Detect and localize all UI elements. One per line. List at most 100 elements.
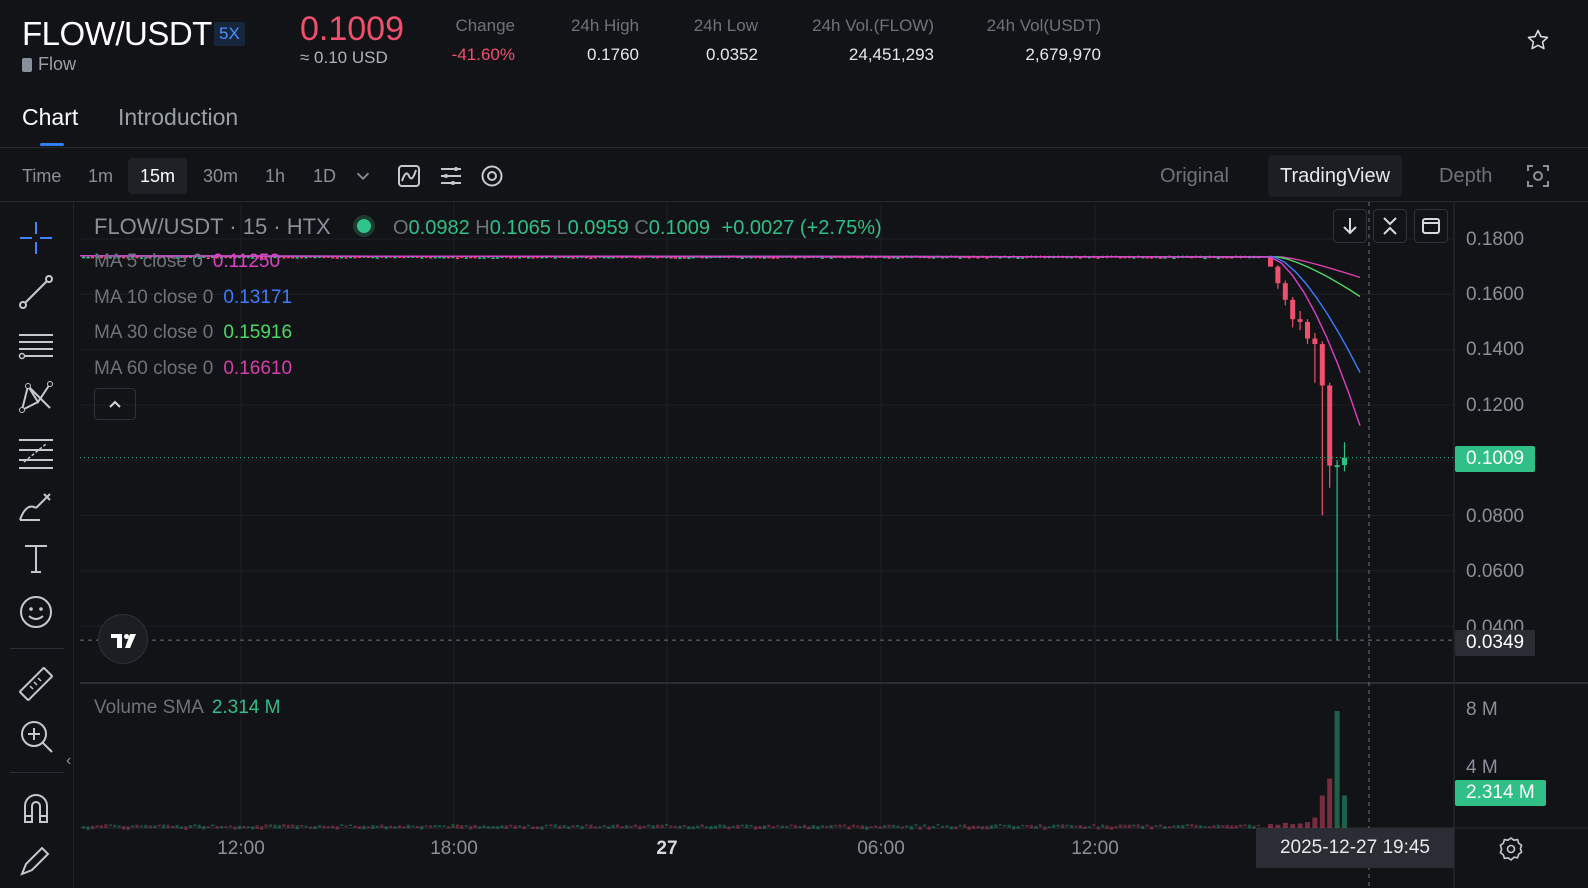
- volume-bar: [883, 825, 887, 828]
- volume-bar: [1109, 826, 1114, 830]
- collapse-tools-icon[interactable]: ‹: [66, 752, 72, 769]
- indicators-icon[interactable]: [438, 163, 464, 189]
- timeframe-15m[interactable]: 15m: [128, 158, 188, 194]
- trend-line-icon[interactable]: [16, 272, 56, 312]
- volume-bar: [682, 824, 686, 827]
- candle-body: [1312, 338, 1318, 345]
- pencil-lock-icon[interactable]: [16, 840, 56, 880]
- text-icon[interactable]: [16, 538, 56, 578]
- candle-body: [1290, 299, 1296, 320]
- volume-bar: [1290, 824, 1296, 828]
- volume-bar: [148, 825, 152, 829]
- active-tab-indicator: [40, 143, 64, 146]
- volume-bar: [900, 826, 904, 829]
- candle-body: [153, 256, 157, 258]
- candle-body: [117, 256, 121, 258]
- volume-bar: [1065, 824, 1069, 827]
- ma10-line: [80, 255, 1361, 373]
- view-tradingview[interactable]: TradingView: [1268, 155, 1403, 197]
- volume-bar: [1203, 826, 1207, 828]
- pair-title[interactable]: FLOW/USDT: [22, 15, 212, 52]
- volume-bar: [980, 826, 985, 830]
- volume-bar: [486, 826, 491, 829]
- chart-settings-icon[interactable]: [479, 163, 505, 189]
- candle-body: [108, 257, 112, 259]
- scroll-to-latest-button[interactable]: [1333, 209, 1367, 243]
- volume-bar: [749, 824, 753, 827]
- volume-bar: [1212, 825, 1216, 829]
- ruler-icon[interactable]: [16, 664, 56, 704]
- candle-body: [771, 257, 775, 259]
- volume-bar: [540, 826, 544, 830]
- candle-body: [567, 256, 571, 259]
- volume-bar: [371, 825, 375, 829]
- candle-body: [95, 256, 99, 259]
- screenshot-icon[interactable]: [1525, 163, 1551, 189]
- candle-body: [887, 257, 891, 259]
- legend-collapse-button[interactable]: [94, 388, 136, 420]
- high-label: H: [475, 217, 490, 239]
- zoom-in-icon[interactable]: [16, 716, 56, 756]
- volume-bar: [420, 825, 424, 830]
- candle-body: [251, 257, 255, 259]
- crosshair-icon[interactable]: [16, 218, 56, 258]
- magnet-icon[interactable]: [16, 788, 56, 828]
- fullscreen-button[interactable]: [1414, 209, 1448, 243]
- collapse-icon: [1383, 217, 1397, 235]
- chart-area[interactable]: [80, 202, 1588, 888]
- volume-bar: [669, 825, 673, 828]
- pattern-icon[interactable]: [16, 378, 56, 418]
- volume-bar: [776, 825, 780, 827]
- candle-body: [482, 257, 486, 259]
- star-outline-icon[interactable]: [1526, 28, 1550, 52]
- timeframe-1m[interactable]: 1m: [88, 166, 114, 186]
- time-tick: 12:00: [1071, 838, 1119, 859]
- candlestick-chart[interactable]: [80, 202, 1588, 888]
- candle-body: [86, 256, 90, 259]
- volume-bar: [1083, 826, 1087, 829]
- parallel-lines-icon[interactable]: [16, 326, 56, 366]
- volume-bar: [495, 826, 500, 829]
- tab-chart[interactable]: Chart: [22, 104, 79, 130]
- chevron-down-icon[interactable]: [352, 165, 374, 187]
- volume-bar: [353, 825, 357, 828]
- volume-bar: [246, 826, 250, 828]
- volume-bar: [616, 824, 620, 828]
- candle-body: [1342, 457, 1347, 466]
- timeframe-time[interactable]: Time: [22, 166, 62, 186]
- tradingview-logo[interactable]: [98, 614, 148, 664]
- view-depth[interactable]: Depth: [1439, 165, 1493, 187]
- volume-bar: [1342, 795, 1347, 828]
- volume-bar: [162, 824, 166, 829]
- view-original[interactable]: Original: [1160, 165, 1229, 187]
- candle-body: [593, 256, 597, 259]
- volume-bar: [90, 825, 95, 830]
- candle-body: [286, 256, 290, 259]
- chart-type-icon[interactable]: [396, 163, 422, 189]
- candle-body: [753, 256, 758, 259]
- ma-value: 0.11250: [212, 251, 281, 272]
- tab-introduction[interactable]: Introduction: [118, 104, 239, 130]
- fib-retracement-icon[interactable]: [16, 432, 56, 472]
- collapse-chart-button[interactable]: [1373, 209, 1407, 243]
- brush-icon[interactable]: [16, 486, 56, 526]
- volume-bar: [518, 825, 522, 828]
- crosshair-price-tag: 0.0349: [1455, 630, 1536, 656]
- volume-bar: [1167, 826, 1171, 829]
- candle-body: [718, 256, 722, 259]
- volume-bar: [460, 825, 464, 829]
- emoji-icon[interactable]: [16, 592, 56, 632]
- gear-icon[interactable]: [1498, 836, 1524, 862]
- view-tabs: Chart Introduction: [0, 88, 1588, 148]
- volume-bar: [691, 826, 695, 830]
- timeframe-30m[interactable]: 30m: [203, 166, 239, 186]
- volume-bar: [1114, 826, 1118, 829]
- timeframe-1h[interactable]: 1h: [265, 166, 286, 186]
- ma60-legend: MA 60 close 0 0.16610: [94, 358, 292, 380]
- volume-bar: [264, 824, 268, 828]
- volume-bar: [553, 824, 557, 828]
- volume-bar: [589, 824, 593, 829]
- timeframe-1d[interactable]: 1D: [313, 166, 337, 186]
- candle-body: [344, 257, 348, 259]
- volume-bar: [308, 826, 313, 829]
